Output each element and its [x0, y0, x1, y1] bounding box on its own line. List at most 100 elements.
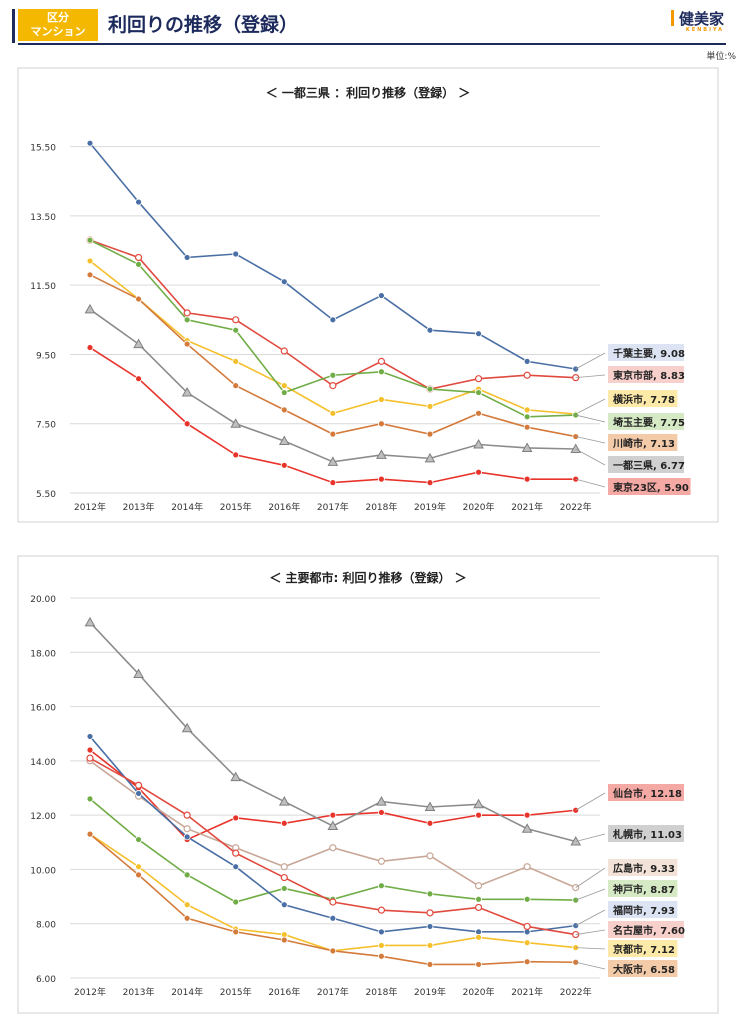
data-point: [426, 819, 434, 827]
y-tick-label: 5.50: [36, 490, 56, 500]
data-point: [84, 303, 96, 314]
data-point: [86, 257, 94, 265]
data-point: [280, 347, 288, 355]
data-point: [86, 754, 94, 762]
data-point: [475, 330, 482, 338]
data-point: [376, 796, 387, 806]
data-point: [475, 389, 482, 396]
x-tick-label: 2016年: [268, 986, 300, 998]
data-point: [523, 357, 531, 365]
logo-mark-icon: [670, 10, 674, 26]
data-point: [378, 928, 385, 936]
data-point: [232, 357, 240, 365]
series-label: 千葉主要, 9.08: [613, 347, 685, 360]
series-label-box: [608, 859, 678, 876]
series-label-box: [608, 880, 678, 897]
y-tick-label: 9.50: [36, 351, 56, 361]
data-point: [475, 409, 482, 417]
x-tick-label: 2017年: [317, 501, 349, 513]
series-label: 札幌市, 11.03: [612, 828, 682, 841]
y-tick-label: 7.50: [36, 421, 56, 431]
data-point: [474, 375, 483, 383]
data-point: [232, 863, 240, 871]
data-point: [135, 260, 142, 268]
badge-line-2: マンション: [30, 25, 86, 38]
chart-title: ＜ 主要都市: 利回り推移（登録） ＞: [269, 570, 466, 585]
data-point: [426, 479, 434, 487]
data-point: [426, 852, 434, 860]
data-point: [135, 198, 142, 206]
data-point: [327, 456, 339, 466]
x-tick-label: 2013年: [123, 501, 155, 513]
data-point: [521, 823, 533, 833]
page-title: 利回りの推移（登録）: [108, 14, 299, 36]
label-leader: [575, 352, 606, 370]
logo: 健美家 KENBIYA: [670, 8, 724, 33]
x-tick-label: 2015年: [220, 986, 252, 998]
data-point: [135, 863, 142, 871]
data-point: [183, 811, 191, 819]
label-leader: [575, 833, 606, 842]
series-label: 川崎市, 7.13: [612, 437, 675, 450]
x-tick-label: 2013年: [123, 986, 155, 998]
data-point: [232, 814, 240, 822]
series-label-box: [608, 366, 684, 383]
data-point: [329, 914, 337, 922]
series-label: 東京23区, 5.90: [613, 481, 689, 494]
data-point: [426, 385, 434, 393]
chart-title: ＜ 一都三県 ：利回り推移（登録） ＞: [266, 85, 471, 100]
series-label: 神戸市, 8.87: [613, 883, 675, 896]
data-point: [329, 898, 337, 906]
data-point: [378, 420, 385, 428]
data-point: [280, 936, 288, 944]
label-leader: [575, 398, 606, 415]
series-label-box: [608, 390, 678, 407]
data-point: [474, 903, 483, 912]
data-point: [475, 811, 482, 819]
data-point: [473, 798, 484, 809]
series-label: 名古屋市, 7.60: [613, 924, 685, 937]
x-tick-label: 2021年: [511, 501, 543, 513]
data-point: [523, 863, 531, 871]
label-leader: [575, 961, 606, 970]
data-point: [134, 253, 143, 262]
x-tick-label: 2019年: [414, 986, 446, 998]
data-point: [181, 387, 193, 397]
x-tick-label: 2022年: [560, 986, 592, 998]
data-point: [232, 382, 240, 390]
data-point: [426, 961, 434, 968]
data-point: [329, 811, 337, 819]
label-leader: [575, 929, 606, 935]
data-point: [280, 278, 288, 286]
x-tick-label: 2020年: [463, 986, 495, 998]
y-tick-label: 14.00: [30, 758, 56, 768]
data-point: [86, 795, 94, 803]
data-point: [135, 375, 142, 383]
data-point: [475, 961, 482, 968]
data-point: [329, 316, 337, 324]
x-tick-label: 2018年: [365, 986, 397, 998]
data-point: [523, 958, 531, 966]
data-point: [523, 895, 531, 903]
data-point: [426, 923, 434, 930]
data-point: [232, 849, 240, 857]
data-point: [183, 340, 191, 348]
y-tick-label: 16.00: [30, 704, 56, 714]
series-label: 一都三県, 6.77: [613, 459, 685, 472]
series-label: 仙台市, 12.18: [613, 787, 682, 800]
x-tick-label: 2015年: [220, 501, 252, 513]
data-point: [135, 871, 142, 879]
data-point: [329, 409, 337, 417]
label-leader: [575, 414, 606, 423]
data-point: [86, 271, 94, 279]
x-tick-label: 2020年: [463, 501, 495, 513]
data-point: [475, 933, 482, 941]
series-label: 広島市, 9.33: [613, 862, 675, 875]
chart-frame: [17, 67, 719, 523]
y-tick-label: 11.50: [30, 282, 56, 292]
data-point: [183, 825, 191, 833]
data-point: [424, 452, 436, 463]
y-tick-label: 10.00: [30, 866, 56, 876]
data-point: [474, 882, 483, 890]
